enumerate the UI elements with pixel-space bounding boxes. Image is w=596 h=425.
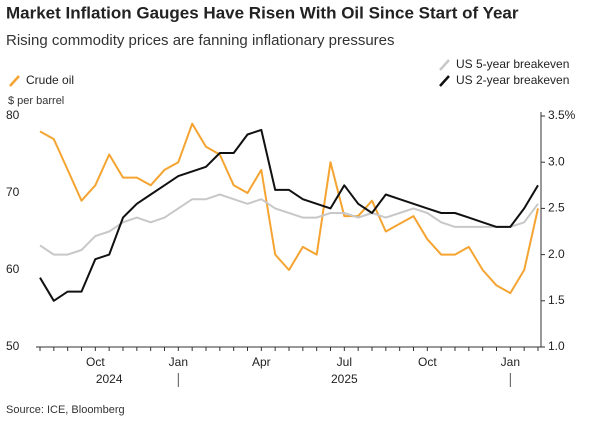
- legend-label: US 2-year breakeven: [456, 73, 569, 87]
- series-line: [39, 122, 539, 295]
- x-tick-label: Jul: [337, 355, 352, 369]
- y-axis-label: $ per barrel: [8, 95, 64, 107]
- y2-tick-label: 3.5%: [548, 108, 576, 122]
- y-tick-label: 70: [6, 185, 20, 199]
- legend-swatch: [9, 75, 20, 87]
- legend-label: Crude oil: [26, 73, 74, 87]
- x-tick-label: Jan: [501, 355, 520, 369]
- y2-tick-label: 2.0: [548, 247, 565, 261]
- y-tick-label: 80: [6, 108, 20, 122]
- x-tick-label: Oct: [418, 355, 437, 369]
- y-tick-label: 50: [6, 339, 20, 353]
- x-group-label: 2024: [96, 372, 123, 386]
- y2-tick-label: 1.0: [548, 339, 565, 353]
- series-line: [39, 128, 539, 302]
- chart-title: Market Inflation Gauges Have Risen With …: [6, 3, 519, 22]
- y2-tick-label: 2.5: [548, 201, 565, 215]
- y-tick-label: 60: [6, 262, 20, 276]
- source: Source: ICE, Bloomberg: [6, 404, 125, 416]
- x-tick-label: Apr: [252, 355, 271, 369]
- legend-label: US 5-year breakeven: [456, 57, 569, 71]
- x-tick-label: Oct: [86, 355, 105, 369]
- legend-swatch: [439, 59, 450, 71]
- y2-tick-label: 1.5: [548, 293, 565, 307]
- legend-swatch: [439, 75, 450, 87]
- series-line: [39, 193, 539, 256]
- chart-subtitle: Rising commodity prices are fanning infl…: [6, 32, 395, 49]
- x-tick-label: Jan: [169, 355, 188, 369]
- y2-tick-label: 3.0: [548, 154, 565, 168]
- x-group-label: 2025: [331, 372, 358, 386]
